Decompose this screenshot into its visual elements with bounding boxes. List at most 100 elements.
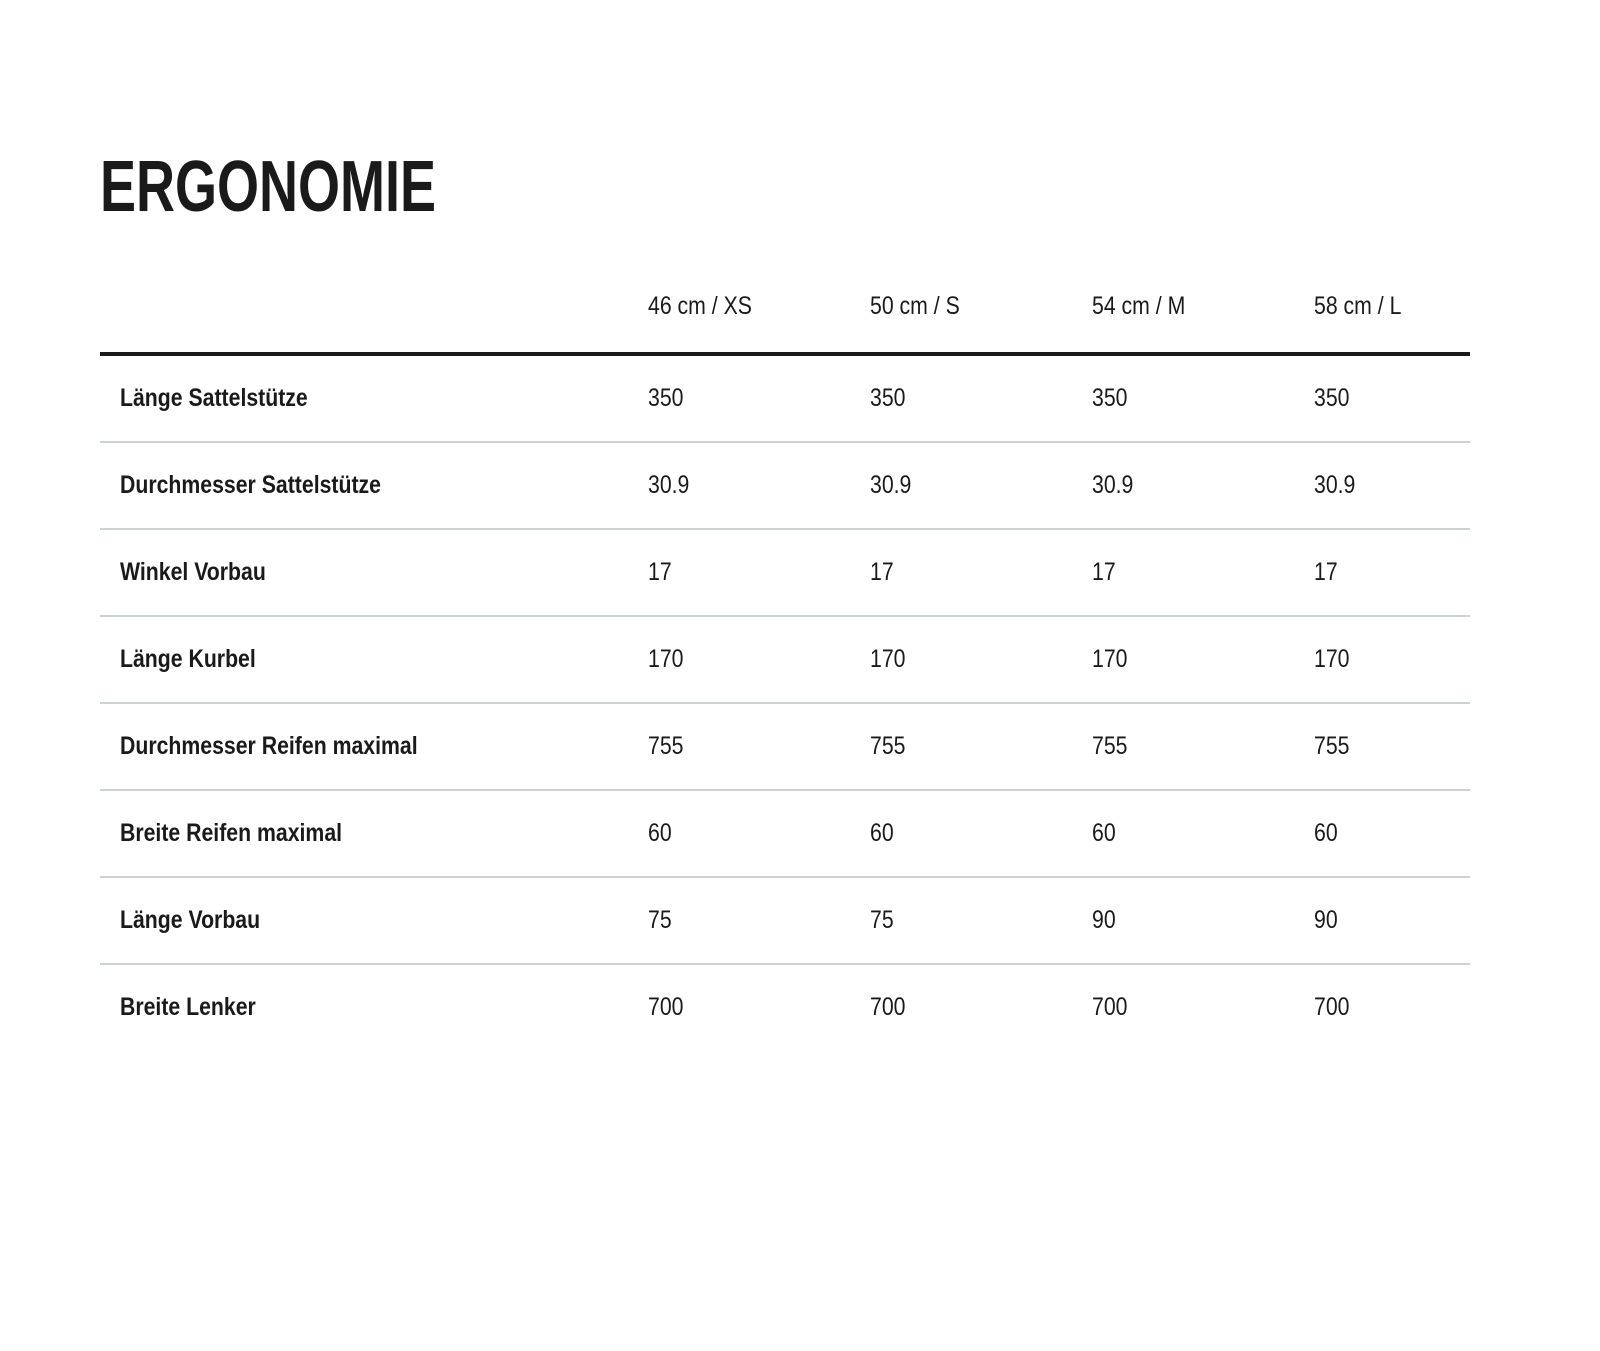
cell-value-text: 30.9: [1092, 471, 1134, 499]
cell-value-text: 60: [1092, 819, 1116, 847]
cell-value-text: 17: [1092, 558, 1116, 586]
table-row-laenge-kurbel: Länge Kurbel 170 170 170 170: [100, 615, 1470, 703]
row-label: Breite Lenker: [100, 963, 648, 1050]
header-spacer-cell: [100, 223, 648, 356]
column-header-label: 46 cm / XS: [648, 292, 752, 320]
column-header-54cm-m: 54 cm / M: [1092, 223, 1314, 356]
cell-value-text: 170: [870, 645, 906, 673]
row-label-text: Breite Reifen maximal: [120, 819, 343, 847]
ergonomics-table: 46 cm / XS 50 cm / S 54 cm / M 58 cm / L…: [100, 223, 1470, 1050]
row-label: Durchmesser Sattelstütze: [100, 441, 648, 529]
cell-value: 350: [870, 354, 1092, 442]
cell-value: 17: [870, 528, 1092, 616]
cell-value-text: 90: [1314, 906, 1338, 934]
column-header-label: 54 cm / M: [1092, 292, 1186, 320]
column-header-50cm-s: 50 cm / S: [870, 223, 1092, 356]
cell-value: 60: [1092, 789, 1314, 877]
table-row-laenge-vorbau: Länge Vorbau 75 75 90 90: [100, 876, 1470, 964]
size-header-row: 46 cm / XS 50 cm / S 54 cm / M 58 cm / L: [100, 223, 1470, 356]
cell-value: 350: [648, 354, 870, 442]
cell-value: 170: [1314, 615, 1470, 703]
cell-value-text: 755: [648, 732, 684, 760]
row-label: Länge Sattelstütze: [100, 354, 648, 442]
cell-value: 60: [648, 789, 870, 877]
page-title: ERGONOMIE: [100, 151, 1600, 223]
cell-value: 60: [870, 789, 1092, 877]
cell-value-text: 700: [1314, 993, 1350, 1021]
cell-value-text: 90: [1092, 906, 1116, 934]
cell-value-text: 350: [1314, 384, 1350, 412]
cell-value: 17: [1092, 528, 1314, 616]
cell-value-text: 350: [870, 384, 906, 412]
row-label: Länge Kurbel: [100, 615, 648, 703]
cell-value: 17: [1314, 528, 1470, 616]
row-label-text: Länge Vorbau: [120, 906, 261, 934]
table-row-durchmesser-reifen-maximal: Durchmesser Reifen maximal 755 755 755 7…: [100, 702, 1470, 790]
cell-value-text: 755: [870, 732, 906, 760]
cell-value-text: 60: [648, 819, 672, 847]
cell-value-text: 17: [1314, 558, 1338, 586]
cell-value: 30.9: [870, 441, 1092, 529]
cell-value: 350: [1314, 354, 1470, 442]
cell-value-text: 700: [648, 993, 684, 1021]
cell-value-text: 60: [1314, 819, 1338, 847]
cell-value: 700: [1092, 963, 1314, 1050]
cell-value-text: 17: [648, 558, 672, 586]
cell-value: 75: [648, 876, 870, 964]
cell-value-text: 700: [870, 993, 906, 1021]
cell-value: 30.9: [648, 441, 870, 529]
table-row-breite-lenker: Breite Lenker 700 700 700 700: [100, 963, 1470, 1050]
row-label-text: Winkel Vorbau: [120, 558, 266, 586]
page: ERGONOMIE 46 cm / XS 50 cm / S 54 cm / M…: [0, 151, 1600, 1351]
cell-value: 30.9: [1314, 441, 1470, 529]
column-header-58cm-l: 58 cm / L: [1314, 223, 1470, 356]
row-label: Durchmesser Reifen maximal: [100, 702, 648, 790]
cell-value: 30.9: [1092, 441, 1314, 529]
cell-value: 75: [870, 876, 1092, 964]
cell-value-text: 755: [1092, 732, 1128, 760]
cell-value-text: 30.9: [870, 471, 912, 499]
cell-value-text: 350: [1092, 384, 1128, 412]
table-row-durchmesser-sattelstuetze: Durchmesser Sattelstütze 30.9 30.9 30.9 …: [100, 441, 1470, 529]
cell-value: 700: [870, 963, 1092, 1050]
column-header-46cm-xs: 46 cm / XS: [648, 223, 870, 356]
row-label-text: Durchmesser Reifen maximal: [120, 732, 418, 760]
cell-value: 90: [1314, 876, 1470, 964]
cell-value: 60: [1314, 789, 1470, 877]
cell-value: 170: [870, 615, 1092, 703]
cell-value: 90: [1092, 876, 1314, 964]
cell-value: 755: [870, 702, 1092, 790]
row-label-text: Länge Kurbel: [120, 645, 256, 673]
cell-value-text: 17: [870, 558, 894, 586]
column-header-label: 50 cm / S: [870, 292, 960, 320]
cell-value: 700: [1314, 963, 1470, 1050]
cell-value: 700: [648, 963, 870, 1050]
cell-value-text: 75: [870, 906, 894, 934]
row-label-text: Durchmesser Sattelstütze: [120, 471, 382, 499]
cell-value: 755: [648, 702, 870, 790]
cell-value-text: 30.9: [1314, 471, 1356, 499]
table-row-breite-reifen-maximal: Breite Reifen maximal 60 60 60 60: [100, 789, 1470, 877]
cell-value: 170: [648, 615, 870, 703]
page-title-text: ERGONOMIE: [100, 147, 437, 227]
cell-value: 350: [1092, 354, 1314, 442]
cell-value: 755: [1092, 702, 1314, 790]
cell-value-text: 170: [1092, 645, 1128, 673]
table-row-winkel-vorbau: Winkel Vorbau 17 17 17 17: [100, 528, 1470, 616]
cell-value-text: 75: [648, 906, 672, 934]
cell-value-text: 30.9: [648, 471, 690, 499]
row-label-text: Länge Sattelstütze: [120, 384, 308, 412]
row-label: Breite Reifen maximal: [100, 789, 648, 877]
column-header-label: 58 cm / L: [1314, 292, 1402, 320]
cell-value-text: 170: [1314, 645, 1350, 673]
cell-value: 170: [1092, 615, 1314, 703]
table-row-laenge-sattelstuetze: Länge Sattelstütze 350 350 350 350: [100, 354, 1470, 442]
cell-value-text: 170: [648, 645, 684, 673]
cell-value: 755: [1314, 702, 1470, 790]
cell-value-text: 350: [648, 384, 684, 412]
cell-value: 17: [648, 528, 870, 616]
cell-value-text: 700: [1092, 993, 1128, 1021]
cell-value-text: 60: [870, 819, 894, 847]
row-label: Winkel Vorbau: [100, 528, 648, 616]
cell-value-text: 755: [1314, 732, 1350, 760]
